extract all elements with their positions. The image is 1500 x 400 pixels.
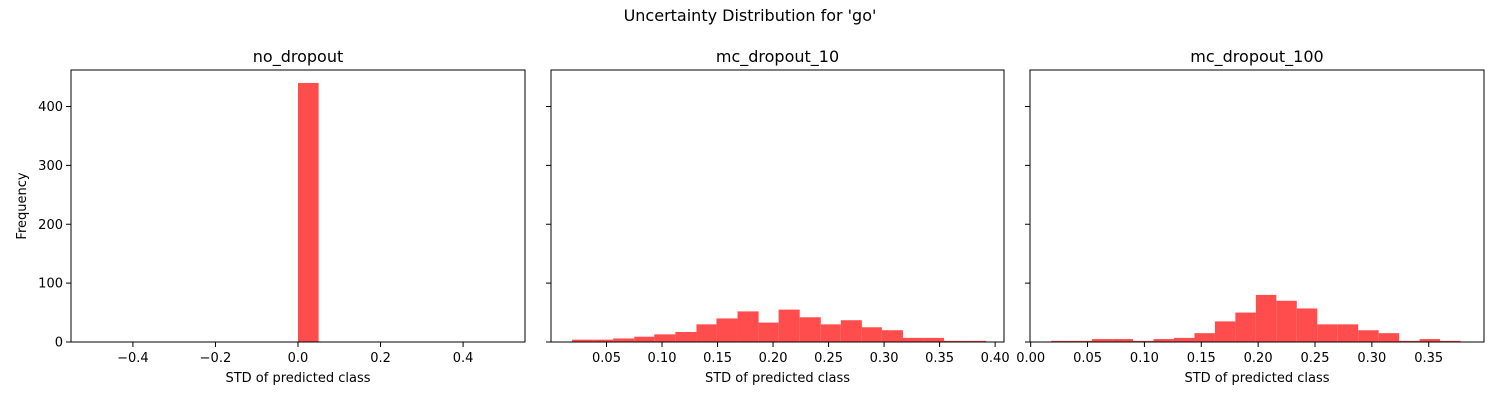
histogram-bar [902, 337, 925, 342]
x-tick-label: 0.2 [370, 351, 391, 366]
histogram-bar [944, 340, 966, 342]
histogram-bar [1214, 321, 1236, 342]
histogram-bar [593, 339, 614, 342]
histogram-bar [1440, 340, 1461, 342]
histogram-bar [634, 336, 655, 342]
panel-title: mc_dropout_10 [716, 47, 839, 67]
x-tick-label: 0.10 [1130, 351, 1159, 366]
histogram-bar [1378, 333, 1400, 342]
x-tick-label: 0.40 [981, 351, 1010, 366]
histogram-bar [1133, 340, 1154, 342]
x-tick-label: 0.30 [870, 351, 899, 366]
panel-title: no_dropout [253, 47, 343, 67]
y-tick-label: 300 [38, 159, 63, 174]
histogram-bar [881, 330, 903, 342]
x-tick-label: 0.25 [814, 351, 843, 366]
y-tick-label: 200 [38, 218, 63, 233]
axes-frame [1029, 69, 1485, 343]
histogram-bar [1337, 324, 1359, 342]
panel-title: mc_dropout_100 [1190, 47, 1323, 67]
x-tick-label: 0.35 [925, 351, 954, 366]
x-tick-label: 0.10 [648, 351, 677, 366]
x-tick-label: 0.0 [288, 351, 309, 366]
histogram-bar [1235, 312, 1256, 342]
histogram-bar [716, 318, 738, 342]
histogram-bar [1317, 324, 1338, 342]
x-tick-label: 0.20 [759, 351, 788, 366]
x-axis-label: STD of predicted class [1184, 371, 1329, 386]
histogram-bar [778, 309, 800, 342]
histogram-bar [1296, 308, 1318, 342]
histogram-bar [675, 331, 697, 342]
axes-frame [550, 69, 1005, 343]
x-tick-label: 0.30 [1357, 351, 1386, 366]
histogram-bar [861, 327, 882, 342]
histogram-bar [1255, 294, 1277, 342]
x-tick-label: 0.15 [1187, 351, 1216, 366]
histogram-bar [696, 324, 717, 342]
histogram-bar [1153, 339, 1174, 342]
histogram-bar [924, 337, 945, 342]
histogram-bar [965, 340, 987, 342]
histogram-bar [1358, 330, 1379, 342]
histogram-bar [1173, 337, 1195, 342]
histogram-bar [613, 338, 635, 342]
histogram-bar [799, 317, 821, 342]
x-tick-label: 0.15 [703, 351, 732, 366]
histogram-bar [1194, 333, 1215, 342]
y-tick-label: 0 [55, 336, 63, 351]
histogram-bar [840, 320, 862, 342]
y-axis-label: Frequency [15, 172, 30, 239]
x-axis-label: STD of predicted class [225, 371, 370, 386]
histogram-bar [1399, 340, 1420, 342]
x-tick-label: 0.20 [1244, 351, 1273, 366]
histogram-bar [820, 324, 841, 342]
histogram-bar [737, 311, 759, 342]
histogram-bar [1071, 340, 1093, 342]
x-tick-label: −0.2 [200, 351, 232, 366]
y-tick-label: 400 [38, 100, 63, 115]
histogram-bar [298, 82, 319, 342]
x-tick-label: 0.4 [453, 351, 474, 366]
histogram-bar [758, 322, 779, 342]
histogram-bar [1092, 339, 1113, 342]
histogram-bar [572, 339, 594, 342]
x-axis-label: STD of predicted class [705, 371, 850, 386]
histogram-bar [1419, 339, 1441, 342]
histogram-bar [1112, 339, 1134, 342]
x-tick-label: 0.05 [1073, 351, 1102, 366]
x-tick-label: 0.00 [1016, 351, 1045, 366]
x-tick-label: 0.25 [1301, 351, 1330, 366]
histogram-bar [654, 334, 676, 342]
x-tick-label: 0.05 [592, 351, 621, 366]
x-tick-label: 0.35 [1414, 351, 1443, 366]
histogram-bar [1051, 340, 1072, 342]
histogram-bar [1276, 300, 1297, 342]
x-tick-label: −0.4 [117, 351, 149, 366]
y-tick-label: 100 [38, 277, 63, 292]
figure-title: Uncertainty Distribution for 'go' [623, 6, 877, 25]
